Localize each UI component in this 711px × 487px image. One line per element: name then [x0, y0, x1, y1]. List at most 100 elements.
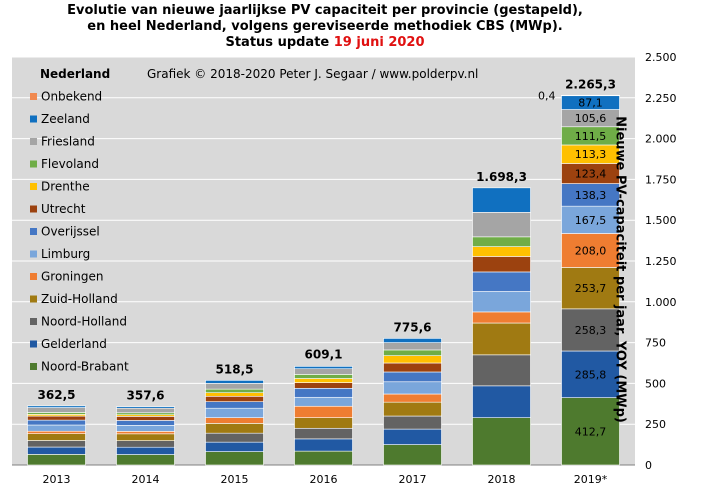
- bar-segment: [205, 383, 264, 390]
- legend-item-label: Drenthe: [41, 180, 90, 194]
- bar-total-label: 609,1: [305, 348, 343, 362]
- bar-segment: [205, 451, 264, 466]
- bar-segment: [27, 419, 86, 426]
- bar-segment: [472, 256, 531, 273]
- bar-segment: [472, 187, 531, 213]
- segment-value-label: 105,6: [575, 112, 607, 125]
- legend-item-label: Gelderland: [41, 337, 107, 351]
- bar-segment: [383, 428, 442, 445]
- x-tick-label: 2017: [399, 473, 427, 486]
- legend-item-label: Zuid-Holland: [41, 292, 118, 306]
- bar-segment: [561, 397, 620, 466]
- segment-value-label: 87,1: [578, 96, 603, 109]
- y-tick-label: 2.000: [645, 133, 677, 146]
- segment-value-label: 123,4: [575, 168, 607, 181]
- legend-item-label: Overijssel: [41, 225, 100, 239]
- legend-swatch: [30, 183, 37, 190]
- bar-segment: [294, 396, 353, 407]
- status-update-date: 19 juni 2020: [333, 35, 425, 50]
- x-tick-label: 2013: [43, 473, 71, 486]
- bar-segment: [561, 205, 620, 234]
- bar-segment: [205, 423, 264, 434]
- legend-swatch: [30, 205, 37, 213]
- bar-segment: [472, 236, 531, 247]
- x-tick-label: 2018: [488, 473, 516, 486]
- bar-segment: [27, 433, 86, 441]
- bar-segment: [116, 416, 175, 421]
- segment-value-label: 113,3: [575, 148, 607, 161]
- bar-segment: [116, 431, 175, 435]
- bar-segment: [116, 454, 175, 466]
- bar-segment: [383, 349, 442, 356]
- bar-segment: [116, 406, 175, 409]
- legend-item-label: Limburg: [41, 247, 90, 261]
- bar-segment: [205, 441, 264, 452]
- x-tick-label: 2016: [310, 473, 338, 486]
- y-tick-label: 1.000: [645, 296, 677, 309]
- y-axis-title: Nieuwe PV-capaciteit per jaar, YOY (MWp): [612, 116, 628, 423]
- legend-swatch: [30, 93, 37, 100]
- segment-value-label: 258,3: [575, 324, 607, 337]
- bar-segment: [294, 450, 353, 466]
- y-tick-label: 1.750: [645, 173, 677, 186]
- bar-segment: [116, 407, 175, 414]
- bar-total-label: 2.265,3: [565, 77, 616, 91]
- bar-segment: [116, 446, 175, 455]
- y-tick-label: 1.500: [645, 214, 677, 227]
- bar-segment: [294, 378, 353, 383]
- bar-segment: [294, 417, 353, 429]
- bar-total-label: 775,6: [394, 320, 432, 334]
- bar-segment: [472, 271, 531, 292]
- bar-total-label: 518,5: [216, 362, 254, 376]
- legend-swatch: [30, 273, 37, 280]
- x-tick-label: 2015: [221, 473, 249, 486]
- bar-segment: [205, 417, 264, 424]
- legend-item-label: Flevoland: [41, 157, 99, 171]
- segment-value-label: 208,0: [575, 244, 607, 257]
- y-tick-label: 2.500: [645, 51, 677, 64]
- legend-item-label: Noord-Holland: [41, 315, 127, 329]
- legend-swatch: [30, 228, 37, 235]
- y-tick-label: 250: [645, 418, 666, 431]
- legend-swatch: [30, 363, 37, 370]
- bar-segment: [205, 395, 264, 402]
- segment-value-label: 285,8: [575, 368, 607, 381]
- bar-segment: [472, 246, 531, 257]
- bar-segment: [383, 381, 442, 395]
- bar-segment: [294, 368, 353, 375]
- bar-total-label: 1.698,3: [476, 170, 527, 184]
- legend-title: Nederland: [40, 67, 110, 81]
- legend-swatch: [30, 160, 37, 168]
- bar-segment: [294, 366, 353, 370]
- x-tick-label: 2014: [132, 473, 160, 486]
- y-tick-label: 500: [645, 377, 666, 390]
- segment-value-label: 253,7: [575, 282, 607, 295]
- bar-total-label: 362,5: [38, 388, 76, 402]
- bar-segment: [383, 415, 442, 430]
- bar-segment: [561, 233, 620, 268]
- bar-segment: [116, 420, 175, 426]
- y-tick-label: 2.250: [645, 92, 677, 105]
- bar-segment: [294, 438, 353, 452]
- bar-segment: [27, 454, 86, 466]
- legend-item-label: Noord-Brabant: [41, 360, 129, 374]
- bar-segment: [561, 267, 620, 310]
- legend-swatch: [30, 250, 37, 258]
- y-tick-label: 1.250: [645, 255, 677, 268]
- segment-value-label: 138,3: [575, 189, 607, 202]
- legend-swatch: [30, 138, 37, 145]
- bar-segment: [472, 354, 531, 387]
- bar-segment: [383, 393, 442, 403]
- x-tick-label: 2019*: [574, 473, 608, 486]
- status-update-prefix: Status update: [225, 35, 334, 50]
- bar-segment: [472, 417, 531, 466]
- bar-segment: [205, 407, 264, 418]
- bar-segment: [294, 405, 353, 418]
- bar-segment: [472, 385, 531, 418]
- bar-segment: [116, 433, 175, 441]
- bar-segment: [383, 401, 442, 417]
- bar-segment: [27, 446, 86, 455]
- legend-swatch: [30, 340, 37, 348]
